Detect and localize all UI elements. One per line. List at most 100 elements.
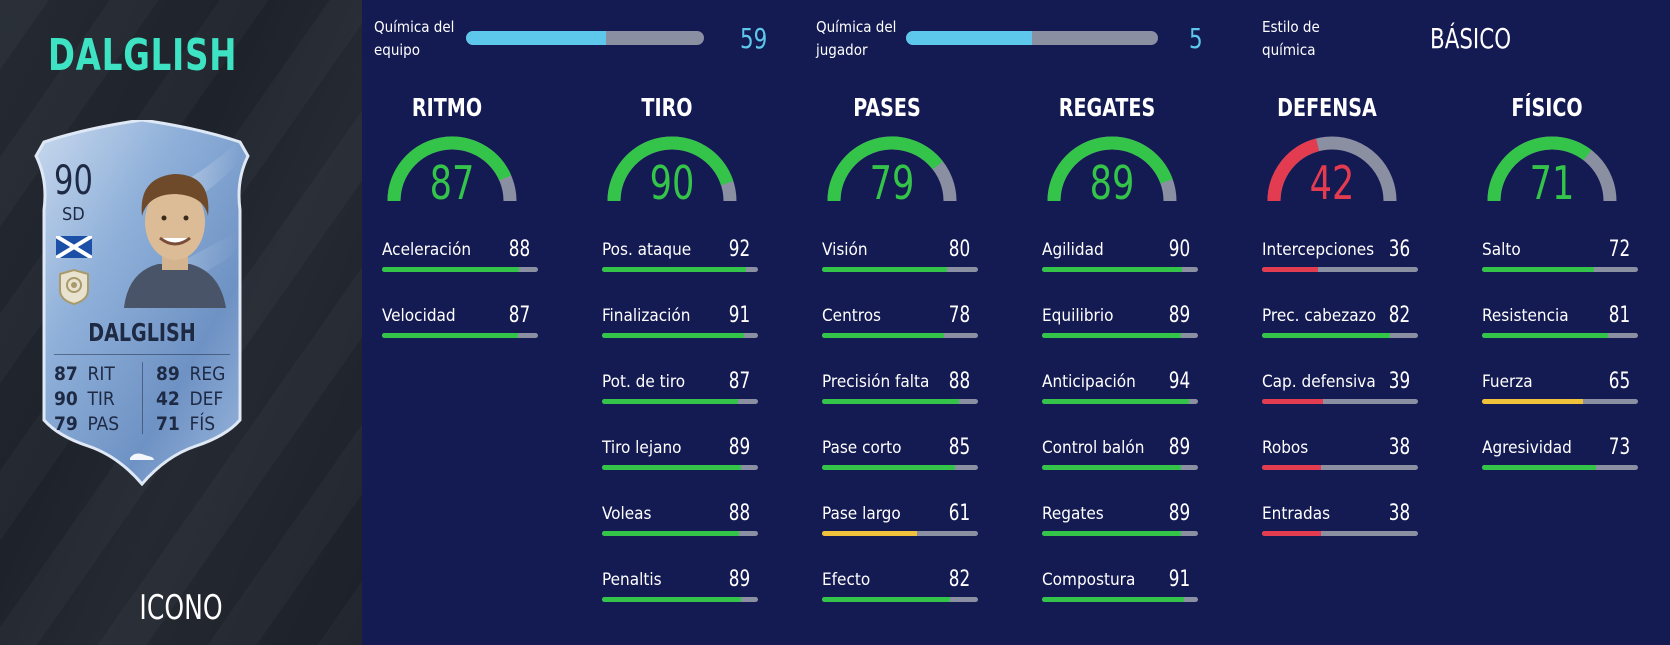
attribute-bar-fill [822, 531, 918, 536]
attribute-bar [382, 333, 538, 338]
attribute-bar [822, 333, 978, 338]
attribute-value: 73 [1608, 435, 1630, 460]
attribute-label: Cap. defensiva [1262, 372, 1376, 392]
attribute-bar [1042, 333, 1198, 338]
player-chemistry-bar [906, 31, 1158, 45]
attribute-row: Equilibrio 89 [1042, 303, 1198, 346]
attribute-value: 89 [1168, 303, 1190, 328]
attribute-row: Precisión falta 88 [822, 369, 978, 412]
card-stat: 90 TIR [54, 388, 115, 410]
attribute-row: Control balón 89 [1042, 435, 1198, 478]
attribute-bar-fill [1262, 465, 1322, 470]
attribute-bar [602, 399, 758, 404]
attribute-row: Anticipación 94 [1042, 369, 1198, 412]
attribute-bar-fill [602, 597, 741, 602]
attribute-bar [1262, 333, 1418, 338]
player-chemistry-value: 5 [1189, 22, 1203, 55]
attribute-bar-fill [822, 465, 955, 470]
attribute-row: Visión 80 [822, 237, 978, 280]
card-stat: 42 DEF [156, 388, 224, 410]
category-value: 89 [1090, 157, 1135, 207]
attribute-bar-fill [382, 333, 518, 338]
attribute-value: 87 [728, 369, 750, 394]
attribute-row: Velocidad 87 [382, 303, 538, 346]
category-title: FÍSICO [1511, 93, 1583, 122]
attribute-value: 89 [1168, 501, 1190, 526]
attribute-value: 80 [948, 237, 970, 262]
category-title: TIRO [641, 93, 693, 122]
attribute-bar-fill [1482, 333, 1609, 338]
attribute-bar-fill [1482, 399, 1584, 404]
category-3: REGATES 89 Agilidad 90 Equilibrio 89 Anticipac… [1022, 85, 1198, 645]
attribute-row: Tiro lejano 89 [602, 435, 758, 478]
attribute-bar [382, 267, 538, 272]
attribute-bar-fill [1042, 333, 1181, 338]
attribute-row: Efecto 82 [822, 567, 978, 610]
attribute-label: Control balón [1042, 438, 1145, 458]
icon-badge-icon [59, 268, 89, 306]
attribute-bar [1262, 465, 1418, 470]
attribute-bar-fill [1042, 597, 1184, 602]
attribute-row: Pase largo 61 [822, 501, 978, 544]
card-position: SD [62, 204, 85, 225]
attribute-bar-fill [1262, 267, 1319, 272]
attribute-row: Pot. de tiro 87 [602, 369, 758, 412]
category-value: 71 [1530, 157, 1575, 207]
attribute-label: Finalización [602, 306, 691, 326]
attribute-label: Fuerza [1482, 372, 1533, 392]
attribute-label: Prec. cabezazo [1262, 306, 1377, 326]
category-gauge: 90 [607, 136, 737, 207]
attribute-row: Agresividad 73 [1482, 435, 1638, 478]
category-4: DEFENSA 42 Intercepciones 36 Prec. cabezazo 8… [1242, 85, 1418, 645]
attribute-bar [602, 267, 758, 272]
category-gauge: 42 [1267, 136, 1397, 207]
card-stat: 71 FÍS [156, 413, 216, 435]
category-gauge: 79 [827, 136, 957, 207]
attribute-label: Precisión falta [822, 372, 930, 392]
attribute-value: 61 [948, 501, 970, 526]
attribute-bar-fill [602, 333, 744, 338]
gauge-fill [1267, 138, 1320, 202]
attribute-label: Robos [1262, 438, 1309, 458]
category-value: 42 [1310, 157, 1355, 207]
chemistry-style-value[interactable]: BÁSICO [1430, 22, 1512, 55]
attribute-label: Agresividad [1482, 438, 1572, 458]
attribute-label: Pase largo [822, 504, 901, 524]
attribute-value: 38 [1388, 501, 1410, 526]
attribute-row: Intercepciones 36 [1262, 237, 1418, 280]
attribute-value: 89 [728, 567, 750, 592]
attribute-bar [1482, 333, 1638, 338]
category-title: PASES [853, 93, 921, 122]
attribute-value: 36 [1388, 237, 1410, 262]
attribute-value: 90 [1168, 237, 1190, 262]
category-5: FÍSICO 71 Salto 72 Resistencia 81 Fuerza 65 Agre… [1462, 85, 1638, 645]
attribute-bar [822, 597, 978, 602]
attribute-bar [1482, 465, 1638, 470]
attribute-bar-fill [822, 333, 944, 338]
attribute-label: Pase corto [822, 438, 902, 458]
category-title: REGATES [1058, 93, 1156, 122]
attribute-label: Efecto [822, 570, 871, 590]
attribute-value: 94 [1168, 369, 1190, 394]
attribute-value: 82 [1388, 303, 1410, 328]
player-card[interactable]: 90 SD DALGLISH 87 RIT 90 TIR 79 PAS [26, 120, 258, 486]
attribute-bar [602, 597, 758, 602]
attribute-row: Fuerza 65 [1482, 369, 1638, 412]
chemistry-bar: Química del equipo 59 Química del jugado… [362, 0, 1670, 85]
attribute-bar-fill [602, 531, 740, 536]
attribute-value: 88 [948, 369, 970, 394]
attribute-bar-fill [822, 399, 960, 404]
team-chemistry-label: Química del equipo [374, 18, 455, 59]
category-gauge: 89 [1047, 136, 1177, 207]
category-title: DEFENSA [1277, 93, 1377, 122]
card-type-label: ICONO [139, 588, 223, 628]
attribute-row: Prec. cabezazo 82 [1262, 303, 1418, 346]
attribute-row: Cap. defensiva 39 [1262, 369, 1418, 412]
attribute-label: Entradas [1262, 504, 1331, 524]
boot-icon [130, 453, 154, 460]
attribute-value: 78 [948, 303, 970, 328]
team-chemistry-fill [466, 31, 607, 45]
attribute-row: Regates 89 [1042, 501, 1198, 544]
attribute-label: Tiro lejano [602, 438, 682, 458]
attribute-value: 87 [508, 303, 530, 328]
